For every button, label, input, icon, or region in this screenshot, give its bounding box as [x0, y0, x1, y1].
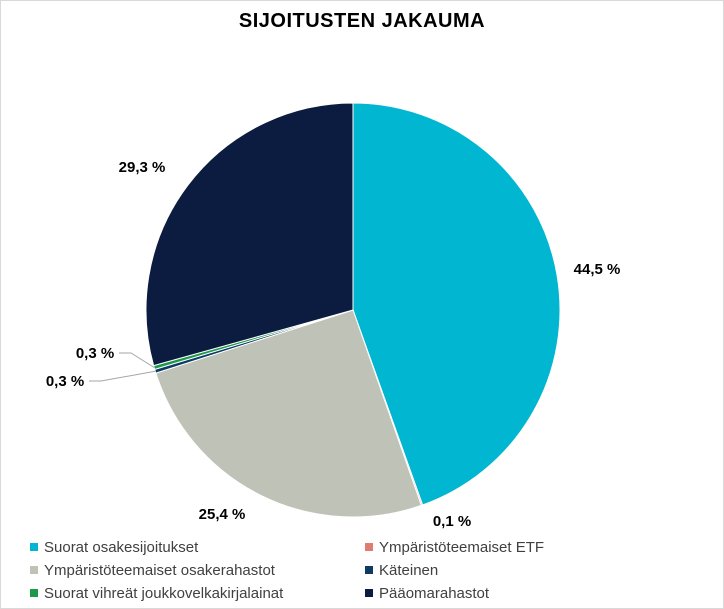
pie-slice	[145, 102, 354, 367]
legend-item: Käteinen	[365, 560, 700, 580]
legend-item: Suorat osakesijoitukset	[30, 537, 365, 557]
data-labels: 44,5 % 0,1 % 25,4 % 0,3 % 0,3 % 29,3 %	[46, 159, 621, 530]
legend-item: Ympäristöteemaiset ETF	[365, 537, 700, 557]
legend-swatch	[365, 589, 373, 597]
data-label: 25,4 %	[199, 506, 246, 523]
chart-legend: Suorat osakesijoitukset Ympäristöteemaise…	[30, 537, 710, 603]
data-label: 0,3 %	[76, 345, 114, 362]
legend-swatch	[30, 543, 38, 551]
pie-slice	[352, 102, 561, 506]
legend-swatch	[30, 589, 38, 597]
legend-label: Käteinen	[379, 561, 439, 579]
data-label: 29,3 %	[119, 159, 166, 176]
legend-item: Suorat vihreät joukkovelkakirjalainat	[30, 583, 365, 603]
legend-label: Suorat vihreät joukkovelkakirjalainat	[44, 584, 284, 602]
leader-line	[119, 352, 155, 368]
legend-label: Suorat osakesijoitukset	[44, 538, 199, 556]
pie-slice	[155, 309, 422, 518]
legend-item: Pääomarahastot	[365, 583, 700, 603]
data-label: 0,1 %	[433, 513, 471, 530]
pie-slices	[145, 102, 561, 518]
legend-swatch	[30, 566, 38, 574]
legend-item: Ympäristöteemaiset osakerahastot	[30, 560, 365, 580]
leader-lines	[89, 352, 156, 382]
legend-label: Ympäristöteemaiset ETF	[379, 538, 545, 556]
leader-line	[89, 370, 156, 382]
data-label: 44,5 %	[574, 261, 621, 278]
legend-swatch	[365, 566, 373, 574]
legend-swatch	[365, 543, 373, 551]
data-label: 0,3 %	[46, 373, 84, 390]
chart-title: SIJOITUSTEN JAKAUMA	[238, 10, 486, 32]
legend-label: Ympäristöteemaiset osakerahastot	[44, 561, 275, 579]
legend-label: Pääomarahastot	[379, 584, 490, 602]
